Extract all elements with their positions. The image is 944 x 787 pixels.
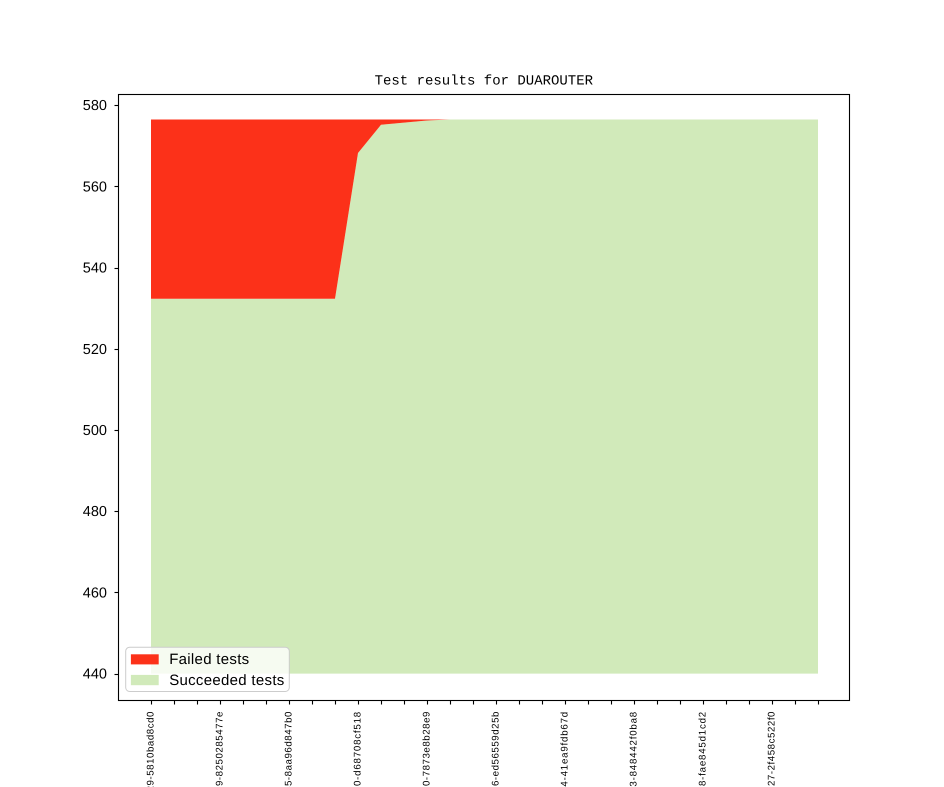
svg-text:288-fae845d1cd2: 288-fae845d1cd2: [698, 711, 709, 787]
svg-text:460: 460: [83, 585, 107, 601]
svg-text:500: 500: [83, 423, 107, 439]
svg-text:Failed tests: Failed tests: [169, 651, 249, 668]
svg-text:229-5810bad8cd0: 229-5810bad8cd0: [146, 711, 157, 787]
svg-text:327-2f458c522f0: 327-2f458c522f0: [767, 711, 778, 787]
svg-text:239-8250285477e: 239-8250285477e: [215, 711, 226, 787]
svg-text:283-848442f0ba8: 283-848442f0ba8: [629, 711, 640, 787]
svg-text:266-ed56559d25b: 266-ed56559d25b: [491, 711, 502, 787]
svg-text:480: 480: [83, 504, 107, 520]
svg-text:Test results for DUAROUTER: Test results for DUAROUTER: [375, 74, 594, 90]
svg-text:440: 440: [83, 667, 107, 683]
svg-text:250-d68708cf518: 250-d68708cf518: [353, 711, 364, 787]
svg-text:520: 520: [83, 342, 107, 358]
svg-text:540: 540: [83, 261, 107, 277]
svg-text:560: 560: [83, 179, 107, 195]
svg-text:260-7873e8b28e9: 260-7873e8b28e9: [422, 711, 433, 787]
svg-text:Succeeded tests: Succeeded tests: [169, 672, 284, 689]
svg-text:245-8aa96d847b0: 245-8aa96d847b0: [284, 711, 295, 787]
svg-text:580: 580: [83, 98, 107, 114]
svg-text:274-41ea9fdb67d: 274-41ea9fdb67d: [560, 711, 571, 787]
